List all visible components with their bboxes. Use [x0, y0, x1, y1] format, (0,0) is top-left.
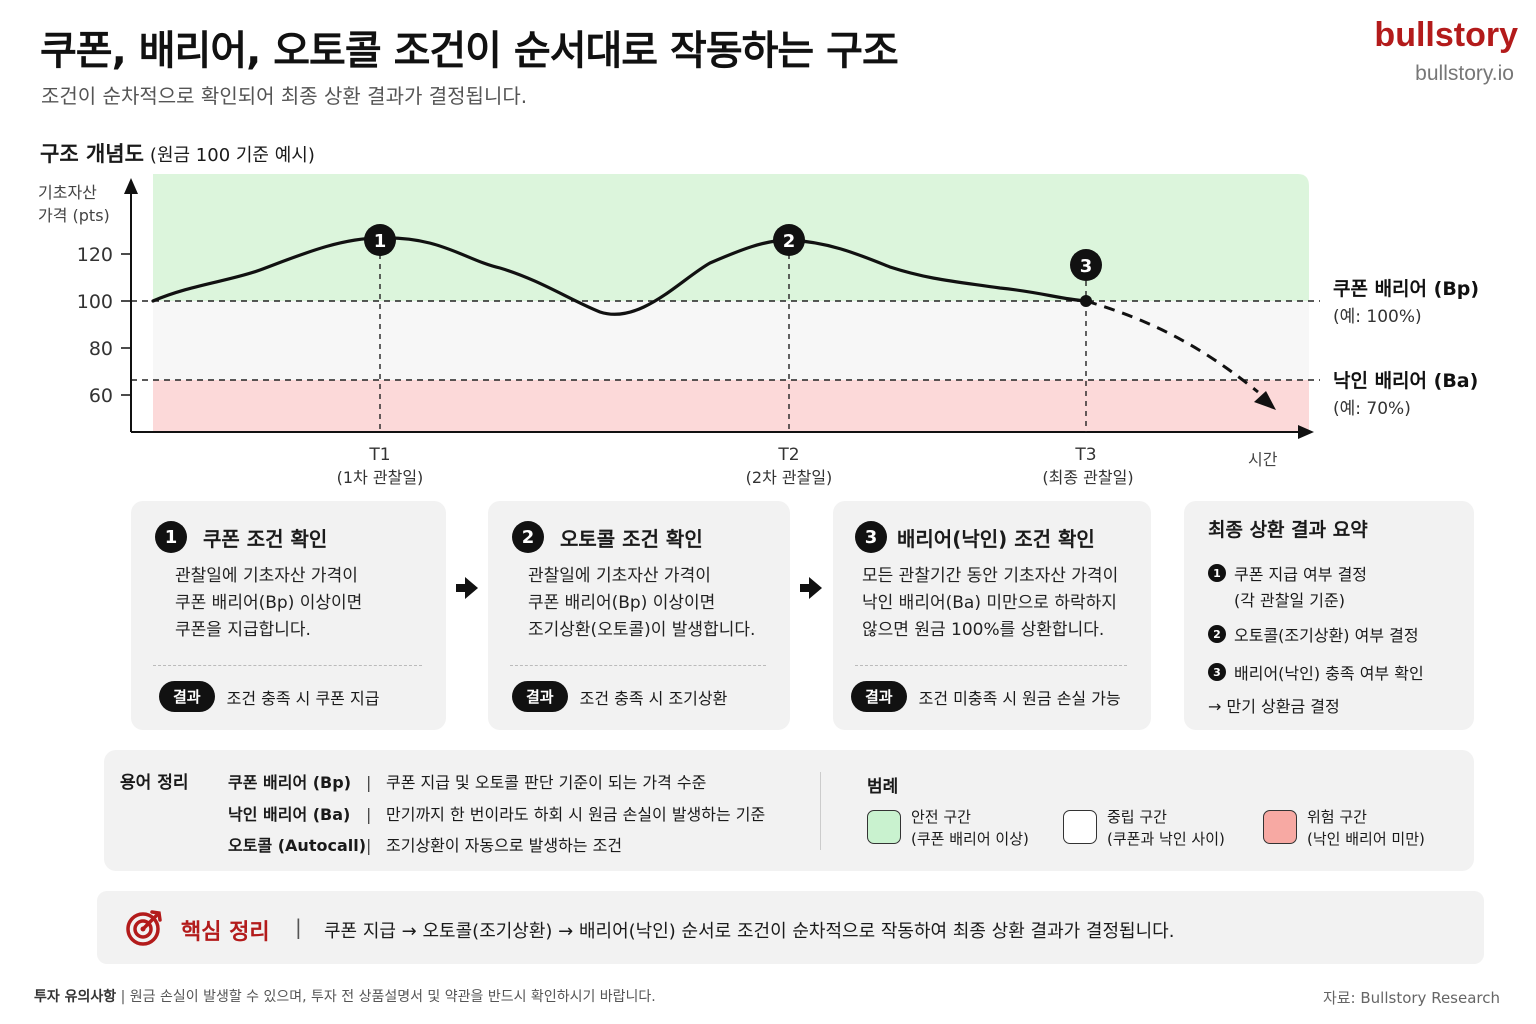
y-tick-label: 100	[77, 291, 113, 313]
y-tick-label: 60	[89, 385, 113, 407]
marker-2	[773, 224, 805, 256]
marker-2-num: 2	[783, 231, 796, 252]
chart-title-text: 구조 개념도	[40, 142, 144, 166]
coupon-barrier-label: 쿠폰 배리어 (Bp)	[1333, 278, 1479, 300]
summary-number: 1	[1208, 564, 1226, 582]
y-ticks: 120 100 80 60	[77, 244, 131, 407]
glossary-row: 쿠폰 배리어 (Bp) | 쿠폰 지급 및 오토콜 판단 기준이 되는 가격 수준	[228, 773, 707, 792]
key-point-text: 쿠폰 지급 → 오토콜(조기상환) → 배리어(낙인) 순서로 조건이 순차적으…	[324, 921, 1175, 942]
target-icon	[126, 910, 162, 946]
y-axis-label: 가격 (pts)	[38, 206, 110, 225]
page-subtitle: 조건이 순차적으로 확인되어 최종 상환 결과가 결정됩니다.	[41, 84, 528, 108]
glossary-panel: 용어 정리 쿠폰 배리어 (Bp) | 쿠폰 지급 및 오토콜 판단 기준이 되는 …	[104, 750, 1474, 871]
t3-sublabel: (최종 관찰일)	[1042, 468, 1133, 487]
step-card-autocall: 2 오토콜 조건 확인 관찰일에 기초자산 가격이 쿠폰 배리어(Bp) 이상이…	[488, 501, 790, 730]
safe-zone	[153, 174, 1309, 301]
t1-label: T1	[368, 445, 390, 465]
legend-swatch	[1263, 810, 1297, 844]
chart-title: 구조 개념도 (원금 100 기준 예시)	[40, 138, 315, 168]
chart-title-note: (원금 100 기준 예시)	[149, 145, 315, 166]
glossary-row: 오토콜 (Autocall)| 조기상환이 자동으로 발생하는 조건	[228, 836, 623, 855]
x-axis-label: 시간	[1248, 450, 1278, 469]
step-title: 배리어(낙인) 조건 확인	[897, 526, 1095, 551]
step-number: 2	[512, 521, 544, 553]
result-badge: 결과	[512, 681, 568, 712]
y-axis-label: 기초자산	[38, 183, 97, 202]
x-axis-arrow	[1298, 425, 1314, 439]
step-description: 관찰일에 기초자산 가격이 쿠폰 배리어(Bp) 이상이면 조기상환(오토콜)이…	[528, 566, 756, 640]
step-card-barrier: 3 배리어(낙인) 조건 확인 모든 관찰기간 동안 기초자산 가격이 낙인 배…	[833, 501, 1151, 730]
result-badge: 결과	[851, 681, 907, 712]
result-text: 조건 충족 시 쿠폰 지급	[226, 688, 380, 708]
t1-sublabel: (1차 관찰일)	[337, 468, 424, 487]
coupon-barrier-example: (예: 100%)	[1333, 307, 1422, 327]
neutral-zone	[153, 301, 1309, 380]
divider	[855, 665, 1127, 666]
legend-item-neutral: 중립 구간 (쿠폰과 낙인 사이)	[1063, 806, 1225, 850]
step-title: 오토콜 조건 확인	[560, 526, 703, 551]
danger-zone	[153, 380, 1309, 432]
divider	[153, 665, 422, 666]
knock-in-barrier-example: (예: 70%)	[1333, 399, 1411, 419]
y-tick-label: 80	[89, 338, 113, 360]
page-title: 쿠폰, 배리어, 오토콜 조건이 순서대로 작동하는 구조	[40, 28, 899, 74]
result-badge: 결과	[159, 681, 215, 712]
disclaimer: 투자 유의사항 | 원금 손실이 발생할 수 있으며, 투자 전 상품설명서 및…	[34, 989, 656, 1005]
result-text: 조건 충족 시 조기상환	[579, 688, 728, 708]
structure-chart: 120 100 80 60 기초자산 가격 (pts) 시간 1 2 3 T1 …	[38, 174, 1479, 487]
legend-swatch	[867, 810, 901, 844]
divider	[820, 772, 821, 850]
step-description: 관찰일에 기초자산 가격이 쿠폰 배리어(Bp) 이상이면 쿠폰을 지급합니다.	[175, 566, 363, 640]
step-description: 모든 관찰기간 동안 기초자산 가격이 낙인 배리어(Ba) 미만으로 하락하지…	[862, 566, 1119, 640]
marker-1-num: 1	[374, 231, 387, 252]
source-note: 자료: Bullstory Research	[1322, 989, 1500, 1007]
summary-title: 최종 상환 결과 요약	[1208, 519, 1368, 541]
marker-1	[364, 224, 396, 256]
knock-in-barrier-label: 낙인 배리어 (Ba)	[1333, 370, 1478, 392]
summary-final: → 만기 상환금 결정	[1208, 697, 1340, 716]
step-number: 1	[155, 521, 187, 553]
legend-item-safe: 안전 구간 (쿠폰 배리어 이상)	[867, 806, 1029, 850]
t3-point	[1080, 295, 1092, 307]
summary-number: 3	[1208, 663, 1226, 681]
t2-sublabel: (2차 관찰일)	[746, 468, 833, 487]
marker-3	[1070, 249, 1102, 281]
marker-3-num: 3	[1080, 256, 1093, 277]
y-tick-label: 120	[77, 244, 113, 266]
legend-swatch	[1063, 810, 1097, 844]
summary-item: 1 쿠폰 지급 여부 결정	[1208, 561, 1367, 585]
result-text: 조건 미충족 시 원금 손실 가능	[918, 688, 1121, 708]
step-title: 쿠폰 조건 확인	[203, 526, 328, 551]
brand-url[interactable]: bullstory.io	[1415, 62, 1514, 85]
glossary-row: 낙인 배리어 (Ba) | 만기까지 한 번이라도 하회 시 원금 손실이 발생하는…	[228, 805, 766, 824]
summary-number: 2	[1208, 625, 1226, 643]
brand-logo[interactable]: bullstory	[1374, 16, 1518, 54]
separator: |	[295, 915, 302, 939]
step-card-coupon: 1 쿠폰 조건 확인 관찰일에 기초자산 가격이 쿠폰 배리어(Bp) 이상이면…	[131, 501, 446, 730]
projected-arrow-head	[1254, 391, 1276, 410]
price-path	[151, 236, 1088, 316]
y-axis-arrow	[124, 178, 138, 194]
projected-path	[1085, 299, 1259, 394]
t3-label: T3	[1074, 445, 1096, 465]
key-point-box: 핵심 정리 | 쿠폰 지급 → 오토콜(조기상환) → 배리어(낙인) 순서로 …	[97, 891, 1484, 964]
summary-card: 최종 상환 결과 요약 1 쿠폰 지급 여부 결정 (각 관찰일 기준) 2 오…	[1184, 501, 1474, 730]
t2-label: T2	[777, 445, 799, 465]
divider	[510, 665, 766, 666]
legend-title: 범례	[867, 777, 899, 797]
step-number: 3	[855, 521, 887, 553]
legend-item-danger: 위험 구간 (낙인 배리어 미만)	[1263, 806, 1425, 850]
summary-item: 3 배리어(낙인) 충족 여부 확인	[1208, 660, 1424, 684]
glossary-title: 용어 정리	[120, 773, 189, 793]
summary-item: 2 오토콜(조기상환) 여부 결정	[1208, 622, 1419, 646]
key-point-title: 핵심 정리	[181, 920, 270, 945]
summary-item-sub: (각 관찰일 기준)	[1234, 591, 1345, 610]
